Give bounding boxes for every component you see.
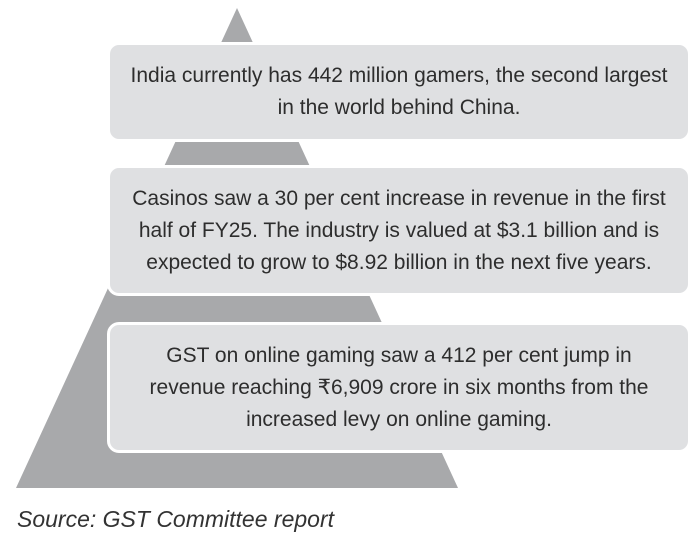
stat-text-line: India currently has 442 million gamers, … (130, 64, 668, 87)
stat-text-line: increased levy on online gaming. (246, 407, 552, 431)
stat-text-line: revenue reaching ₹6,909 crore in six mon… (149, 375, 649, 399)
stat-box-gamers: India currently has 442 million gamers, … (107, 42, 691, 142)
source-note: Source: GST Committee report (17, 506, 334, 532)
stat-text-line: Casinos saw a 30 per cent increase in re… (132, 186, 666, 210)
stat-text-line: GST on online gaming saw a 412 per cent … (166, 343, 632, 367)
stat-text-line: in the world behind China. (277, 96, 521, 119)
stat-text-line: half of FY25. The industry is valued at … (138, 218, 660, 242)
stat-box-casinos: Casinos saw a 30 per cent increase in re… (107, 165, 691, 296)
stat-box-gst: GST on online gaming saw a 412 per cent … (107, 322, 691, 453)
stat-text-line: expected to grow to $8.92 billion in the… (146, 250, 652, 274)
